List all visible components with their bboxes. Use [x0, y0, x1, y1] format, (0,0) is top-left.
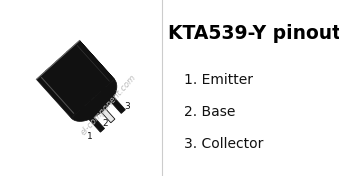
- Text: 1: 1: [86, 132, 92, 141]
- Polygon shape: [37, 41, 114, 118]
- Text: 1. Emitter: 1. Emitter: [184, 73, 253, 87]
- Text: 3. Collector: 3. Collector: [184, 137, 263, 151]
- Text: 2. Base: 2. Base: [184, 105, 235, 119]
- Polygon shape: [71, 41, 117, 121]
- Text: el-component.com: el-component.com: [78, 73, 138, 137]
- Text: 2: 2: [102, 119, 108, 128]
- Text: KTA539-Y pinout: KTA539-Y pinout: [168, 24, 339, 43]
- Polygon shape: [45, 68, 104, 132]
- Text: 3: 3: [124, 102, 130, 111]
- Polygon shape: [66, 49, 125, 113]
- Polygon shape: [56, 58, 115, 123]
